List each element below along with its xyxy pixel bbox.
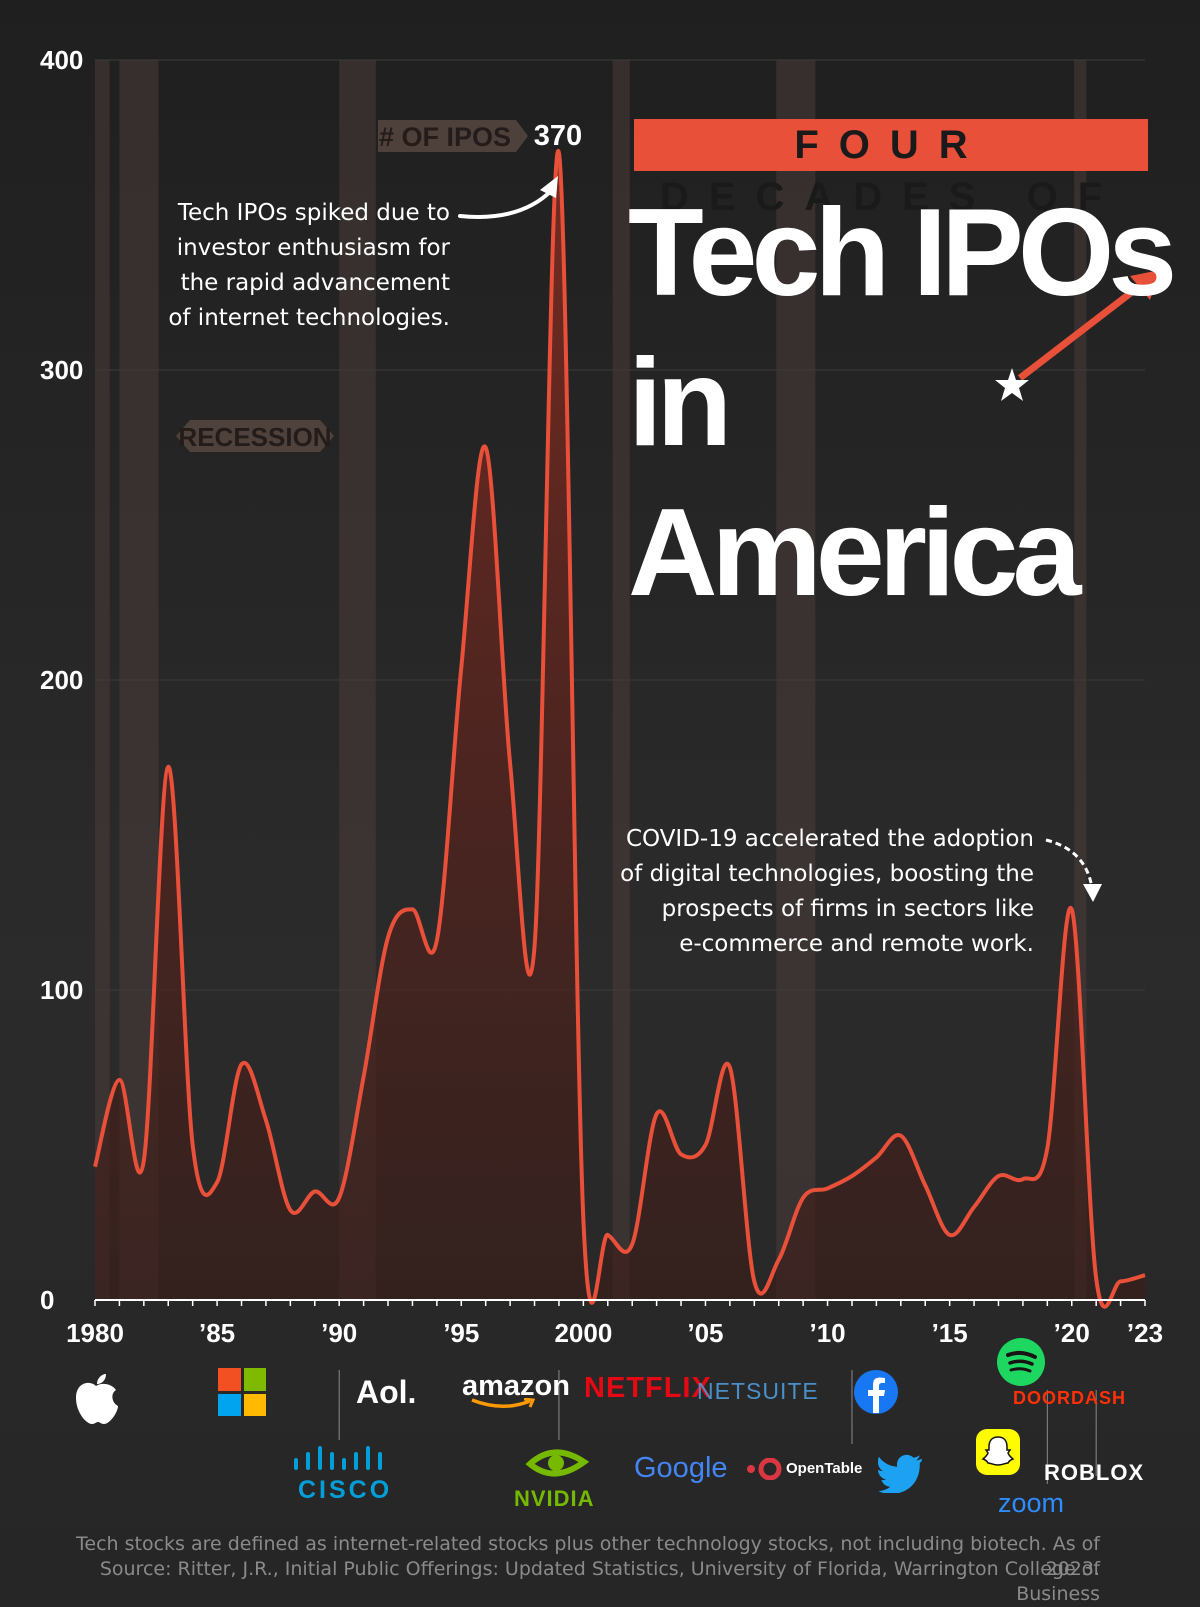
roblox-logo: ROBLOX [1044,1460,1145,1485]
arrow-to-peak [458,188,554,219]
dotcom-note-line: of internet technologies. [168,305,450,331]
x-tick-label: ’10 [809,1318,845,1348]
google-logo: Google [634,1452,728,1484]
doordash-logo: DOORDASH [1013,1388,1127,1408]
peak-value-label: 370 [534,120,582,152]
spotify-icon [997,1338,1045,1386]
title-arrow-head-icon [1130,270,1160,300]
x-tick-label: ’20 [1054,1318,1090,1348]
x-tick-label: ’23 [1127,1318,1163,1348]
covid-note-line: prospects of firms in sectors like [661,896,1034,922]
title-kicker-box [634,119,1148,171]
opentable-logo: OpenTable [786,1460,863,1477]
nvidia-eye-icon [525,1449,590,1477]
recession-tag-box [176,420,334,452]
series-tag: # OF IPOS [379,122,511,152]
nvidia-logo: NVIDIA [514,1486,595,1511]
opentable-icon [747,1458,782,1480]
x-tick-label: ’05 [687,1318,723,1348]
y-tick-label: 100 [40,975,83,1005]
apple-icon [76,1374,118,1424]
y-tick-label: 200 [40,665,83,695]
dotcom-annotation: Tech IPOs spiked due to investor enthusi… [120,196,450,336]
footer-definition: Tech stocks are defined as internet-rela… [76,1533,1100,1580]
y-tick-label: 0 [40,1285,54,1315]
amazon-logo: amazon [462,1370,570,1402]
aol-logo: Aol. [356,1374,417,1410]
x-tick-label: ’15 [932,1318,968,1348]
netsuite-logo: NETSUITE [697,1378,819,1404]
cisco-logo: CISCO [298,1476,393,1504]
arrow-to-covid [1045,838,1094,889]
arrow-head-icon [540,176,558,198]
facebook-icon [854,1370,898,1414]
title-kicker: FOUR DECADES OF [659,123,1123,219]
series-tag-box [378,120,528,152]
dotcom-note-line: the rapid advancement [180,270,450,296]
y-tick-label: 400 [40,45,83,75]
page-title: Tech IPOs in America [628,178,1188,628]
x-tick-label: ’95 [443,1318,479,1348]
x-tick-label: 1980 [66,1318,124,1348]
dotcom-note-line: investor enthusiasm for [176,235,450,261]
covid-note-line: e-commerce and remote work. [679,931,1034,957]
dotcom-note-line: Tech IPOs spiked due to [177,200,450,226]
covid-note-line: COVID-19 accelerated the adoption [625,826,1034,852]
title-arrow [1017,269,1161,381]
zoom-logo: zoom [998,1488,1065,1518]
twitter-icon [878,1454,922,1493]
snapchat-icon [976,1429,1020,1475]
covid-note-line: of digital technologies, boosting the [620,861,1034,887]
x-tick-label: ’85 [199,1318,235,1348]
amazon-smile-icon [471,1398,536,1408]
cisco-bars-icon [294,1446,382,1470]
x-tick-label: 2000 [554,1318,612,1348]
x-tick-label: ’90 [321,1318,357,1348]
recession-tag: RECESSION [178,422,331,452]
covid-annotation: COVID-19 accelerated the adoption of dig… [560,822,1034,962]
star-icon [995,368,1029,401]
title-line-1: Tech IPOs [628,184,1177,322]
y-tick-label: 300 [40,355,83,385]
title-line-2: in America [628,334,1081,622]
microsoft-icon [218,1368,266,1416]
netflix-logo: NETFLIX [584,1372,712,1404]
ipo-series-line [93,149,1146,1309]
arrow-head-icon [1083,884,1102,902]
